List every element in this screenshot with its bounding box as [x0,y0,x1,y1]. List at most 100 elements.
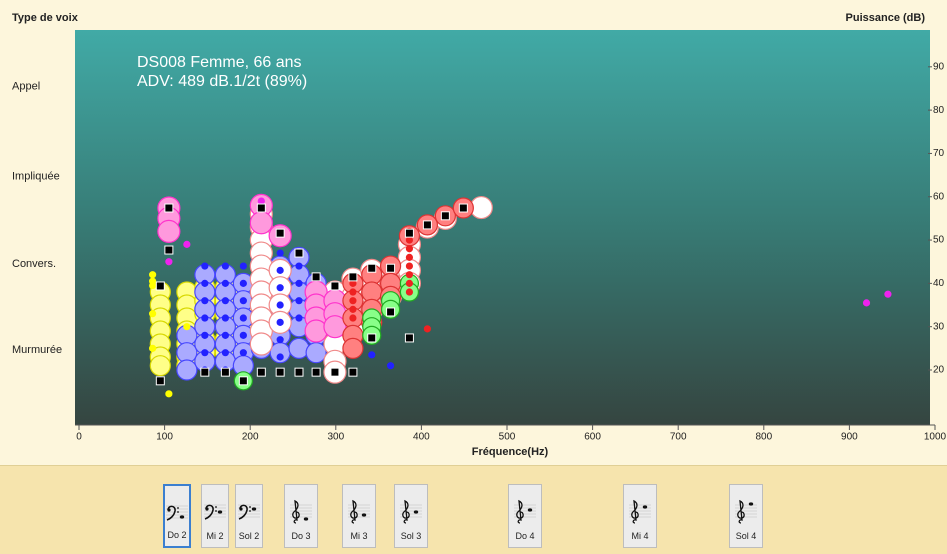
point [884,290,892,298]
point [201,262,209,270]
peak-marker [155,376,165,386]
point [221,349,229,357]
peak-marker [440,211,450,221]
peak-marker [386,263,396,273]
point [201,349,209,357]
y-tick-label: 80 [933,105,945,116]
chart: Type de voix Puissance (dB) Fréquence(Hz… [12,12,947,458]
point [405,288,414,296]
note-label: Sol 3 [400,531,422,541]
point [149,281,157,290]
x-tick-label: 600 [584,432,601,443]
point [239,297,247,305]
point [249,211,273,235]
peak-marker [458,203,468,213]
point [165,390,173,398]
peak-marker [348,272,358,282]
point [276,353,284,361]
point [276,336,284,344]
point [368,351,376,359]
note-button[interactable]: Mi 2 [201,484,229,548]
point [295,314,303,322]
point [295,297,303,305]
note-label: Do 2 [167,530,187,540]
peak-marker [256,367,266,377]
note-label: Mi 2 [206,531,224,541]
point [257,197,265,205]
note-label: Do 4 [515,531,535,541]
x-axis-title: Fréquence(Hz) [472,446,549,458]
note-button[interactable]: Do 4 [508,484,542,548]
note-button[interactable]: Sol 4 [729,484,763,548]
y-tick-label: 20 [933,365,945,376]
point [295,262,303,270]
y-tick-label: 50 [933,235,945,246]
voice-type-label: Impliquée [12,171,60,183]
note-label: Mi 4 [631,531,649,541]
point [239,279,247,287]
x-tick-label: 300 [327,432,344,443]
point [201,314,209,322]
point [149,344,157,352]
points [149,193,892,398]
peak-marker [404,228,414,238]
x-tick-label: 400 [413,432,430,443]
point [295,279,303,287]
point [304,319,328,343]
y-axis-title: Puissance (dB) [846,12,926,24]
y-tick-label: 40 [933,278,945,289]
note-button[interactable]: Do 3 [284,484,318,548]
note-icon [400,499,422,524]
point [149,271,157,279]
x-tick-label: 800 [755,432,772,443]
note-button[interactable]: Sol 3 [394,484,428,548]
note-icon [204,504,226,520]
peak-marker [155,281,165,291]
point [201,279,209,287]
peak-marker [294,367,304,377]
point [239,349,247,357]
point [305,342,327,364]
point [221,314,229,322]
point [249,332,273,356]
peak-marker [367,263,377,273]
point [183,323,191,331]
point [276,266,284,274]
point [239,262,247,270]
voice-type-label: Appel [12,81,40,93]
point [201,297,209,305]
x-tick-label: 1000 [924,432,947,443]
voice-axis-title: Type de voix [12,12,79,24]
point [176,359,198,381]
point [183,240,191,248]
point [405,271,414,279]
peak-marker [404,333,414,343]
note-label: Mi 3 [350,531,368,541]
note-button[interactable]: Sol 2 [235,484,263,548]
note-button[interactable]: Do 2 [163,484,191,548]
note-bar: Do 2 Mi 2 Sol 2 Do 3 Mi 3 Sol 3 Do 4 Mi 4 Sol 4 [0,465,947,554]
point [323,315,347,339]
peak-marker [164,203,174,213]
note-button[interactable]: Mi 4 [623,484,657,548]
y-tick-label: 90 [933,61,945,72]
point [405,245,414,253]
point [239,331,247,339]
point [157,219,181,243]
note-icon [348,499,370,524]
point [149,355,171,377]
y-tick-label: 70 [933,148,945,159]
x-tick-label: 900 [841,432,858,443]
peak-marker [275,367,285,377]
note-label: Sol 4 [735,531,757,541]
point [405,279,414,287]
note-icon [735,499,757,524]
peak-marker [311,367,321,377]
voice-type-label: Convers. [12,258,56,270]
peak-marker [311,272,321,282]
note-button[interactable]: Mi 3 [342,484,376,548]
point [149,310,157,318]
peak-marker [220,367,230,377]
point [221,331,229,339]
